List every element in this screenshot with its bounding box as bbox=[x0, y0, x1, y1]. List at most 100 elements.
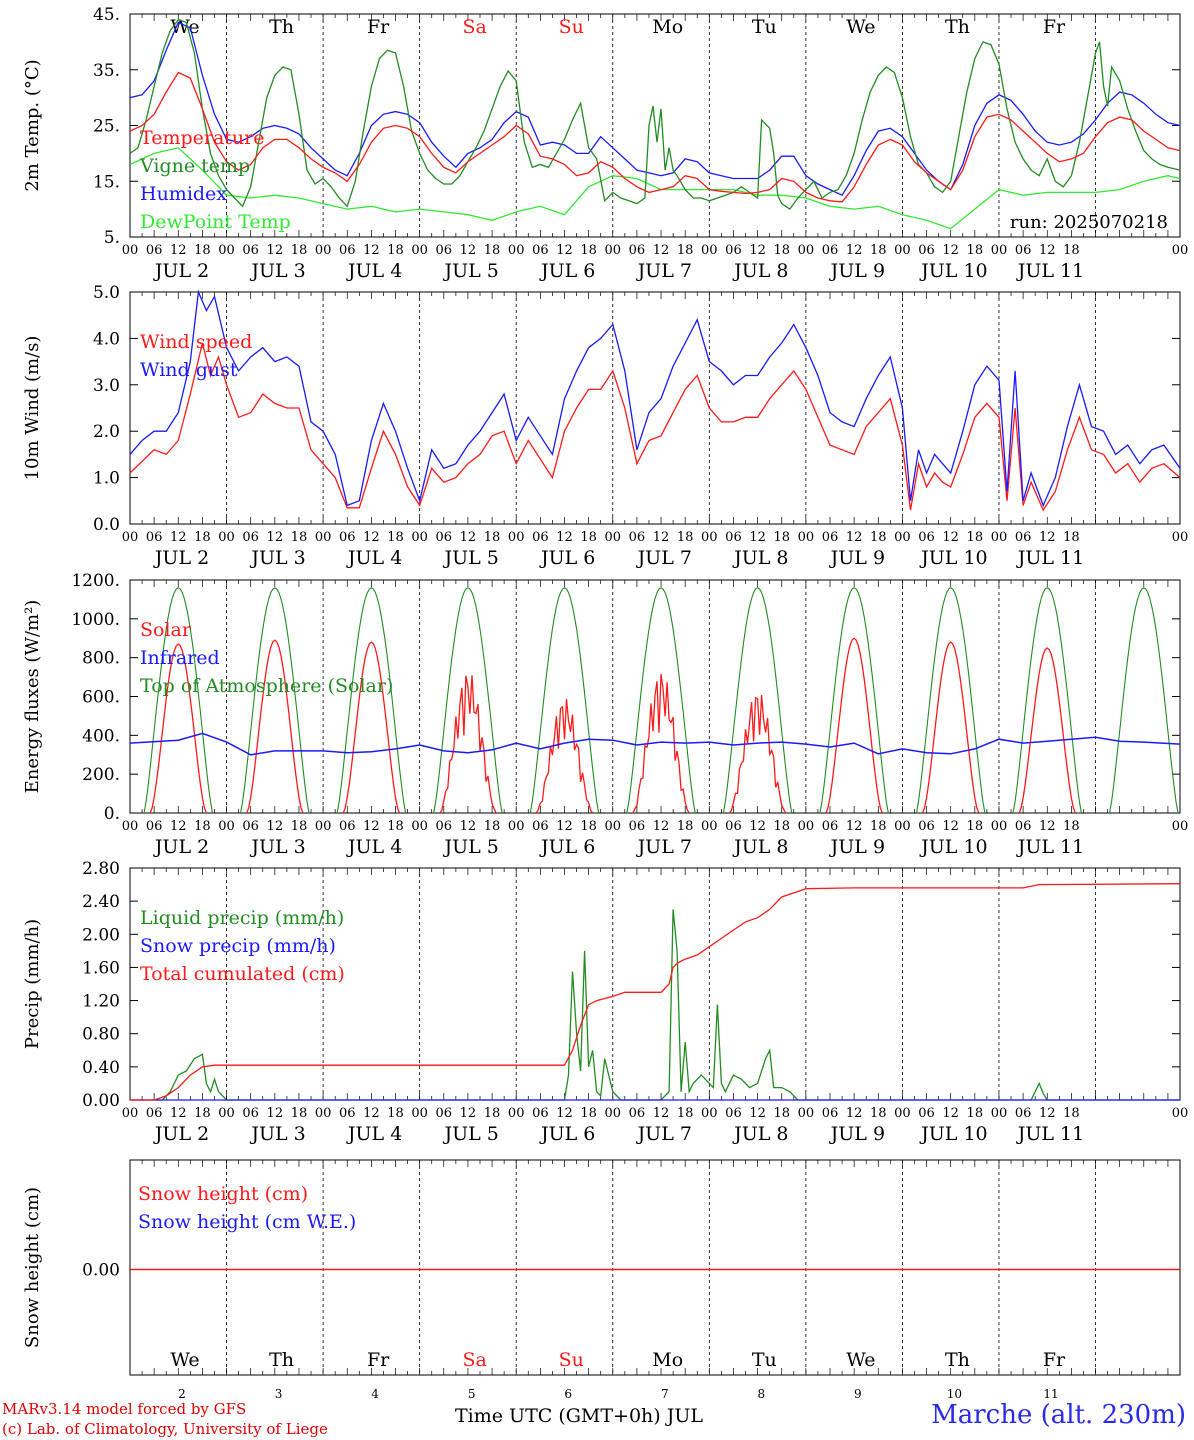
hour-tick-label: 00 bbox=[894, 530, 911, 545]
hour-tick-label: 00 bbox=[798, 819, 815, 834]
hour-tick-label: 18 bbox=[967, 530, 984, 545]
date-label: JUL 8 bbox=[732, 836, 788, 858]
hour-tick-label: 00 bbox=[798, 1106, 815, 1121]
series-line-toa bbox=[915, 587, 986, 814]
series-line-toa bbox=[240, 587, 310, 814]
date-label: JUL 9 bbox=[829, 1123, 885, 1145]
weekday-label: Mo bbox=[652, 16, 683, 38]
date-label: JUL 4 bbox=[346, 260, 402, 282]
weekday-label: We bbox=[846, 1349, 875, 1371]
day-number-label: 5 bbox=[468, 1387, 476, 1401]
date-label: JUL 7 bbox=[636, 547, 692, 569]
hour-tick-label: 12 bbox=[1039, 1106, 1056, 1121]
hour-tick-label: 00 bbox=[122, 243, 139, 258]
hour-tick-label: 18 bbox=[677, 243, 694, 258]
hour-tick-label: 18 bbox=[870, 819, 887, 834]
weekday-label: Tu bbox=[752, 16, 777, 38]
date-label: JUL 7 bbox=[636, 836, 692, 858]
hour-tick-label: 18 bbox=[870, 1106, 887, 1121]
hour-tick-label: 18 bbox=[580, 243, 597, 258]
legend-entry: Snow precip (mm/h) bbox=[140, 935, 336, 957]
hour-tick-label: 18 bbox=[677, 819, 694, 834]
legend-entry: Humidex bbox=[140, 183, 227, 205]
hour-tick-label: 00 bbox=[894, 819, 911, 834]
hour-tick-label: 18 bbox=[291, 1106, 308, 1121]
hour-tick-label: 12 bbox=[460, 819, 477, 834]
y-tick-label: 1000. bbox=[71, 610, 120, 630]
hour-tick-label: 00 bbox=[1172, 530, 1189, 545]
hour-tick-label: 12 bbox=[556, 243, 573, 258]
hour-tick-label: 12 bbox=[653, 819, 670, 834]
legend-entry: Liquid precip (mm/h) bbox=[140, 907, 344, 929]
hour-tick-label: 18 bbox=[484, 819, 501, 834]
y-tick-label: 4.0 bbox=[93, 329, 120, 349]
hour-tick-label: 06 bbox=[146, 243, 163, 258]
hour-tick-label: 00 bbox=[604, 243, 621, 258]
hour-tick-label: 12 bbox=[653, 530, 670, 545]
series-line-toa bbox=[722, 587, 793, 814]
weekday-label: Sa bbox=[462, 1349, 486, 1371]
legend-entry: DewPoint Temp bbox=[140, 211, 291, 233]
hour-tick-label: 12 bbox=[1039, 819, 1056, 834]
y-tick-label: 45. bbox=[93, 5, 120, 25]
legend-entry: Top of Atmosphere (Solar) bbox=[140, 675, 393, 697]
hour-tick-label: 00 bbox=[798, 530, 815, 545]
hour-tick-label: 00 bbox=[991, 530, 1008, 545]
hour-tick-label: 18 bbox=[870, 530, 887, 545]
day-number-label: 10 bbox=[947, 1387, 962, 1401]
y-axis-title: Energy fluxes (W/m²) bbox=[22, 600, 43, 794]
weekday-label: Sa bbox=[462, 16, 486, 38]
hour-tick-label: 18 bbox=[870, 243, 887, 258]
series-line-toa bbox=[1109, 587, 1179, 814]
hour-tick-label: 06 bbox=[339, 819, 356, 834]
hour-tick-label: 00 bbox=[894, 243, 911, 258]
hour-tick-label: 06 bbox=[436, 530, 453, 545]
date-label: JUL 4 bbox=[346, 836, 402, 858]
hour-tick-label: 12 bbox=[556, 819, 573, 834]
hour-tick-label: 18 bbox=[194, 819, 211, 834]
hour-tick-label: 12 bbox=[363, 819, 380, 834]
weekday-label: Fr bbox=[1043, 1349, 1066, 1371]
y-tick-label: 0.40 bbox=[82, 1058, 120, 1078]
y-tick-label: 0.00 bbox=[82, 1261, 120, 1281]
y-tick-label: 5. bbox=[104, 228, 120, 248]
hour-tick-label: 00 bbox=[604, 530, 621, 545]
y-axis-title: Precip (mm/h) bbox=[22, 919, 43, 1049]
hour-tick-label: 06 bbox=[339, 530, 356, 545]
hour-tick-label: 18 bbox=[967, 1106, 984, 1121]
y-tick-label: 2.00 bbox=[82, 925, 120, 945]
date-label: JUL 6 bbox=[539, 836, 595, 858]
weekday-label: Su bbox=[559, 1349, 584, 1371]
hour-tick-label: 12 bbox=[846, 530, 863, 545]
legend-entry: Temperature bbox=[140, 127, 264, 149]
hour-tick-label: 06 bbox=[822, 243, 839, 258]
hour-tick-label: 00 bbox=[122, 819, 139, 834]
hour-tick-label: 12 bbox=[267, 819, 284, 834]
hour-tick-label: 00 bbox=[122, 530, 139, 545]
date-label: JUL 8 bbox=[732, 547, 788, 569]
hour-tick-label: 06 bbox=[629, 243, 646, 258]
weekday-label: Th bbox=[945, 1349, 970, 1371]
legend-entry: Infrared bbox=[140, 647, 220, 669]
hour-tick-label: 18 bbox=[194, 1106, 211, 1121]
hour-tick-label: 12 bbox=[170, 243, 187, 258]
hour-tick-label: 00 bbox=[894, 1106, 911, 1121]
hour-tick-label: 18 bbox=[677, 1106, 694, 1121]
series-line-toa bbox=[529, 587, 600, 814]
hour-tick-label: 00 bbox=[508, 530, 525, 545]
hour-tick-label: 00 bbox=[991, 243, 1008, 258]
hour-tick-label: 18 bbox=[194, 530, 211, 545]
date-label: JUL 8 bbox=[732, 1123, 788, 1145]
hour-tick-label: 12 bbox=[942, 530, 959, 545]
hour-tick-label: 06 bbox=[146, 819, 163, 834]
hour-tick-label: 06 bbox=[242, 1106, 259, 1121]
weekday-label: Th bbox=[945, 16, 970, 38]
y-tick-label: 5.0 bbox=[93, 283, 120, 303]
series-line bbox=[130, 883, 1181, 1101]
lab-credit: (c) Lab. of Climatology, University of L… bbox=[2, 1420, 328, 1438]
hour-tick-label: 00 bbox=[1172, 819, 1189, 834]
hour-tick-label: 06 bbox=[1015, 819, 1032, 834]
hour-tick-label: 06 bbox=[822, 530, 839, 545]
date-label: JUL 4 bbox=[346, 547, 402, 569]
date-label: JUL 11 bbox=[1016, 260, 1084, 282]
